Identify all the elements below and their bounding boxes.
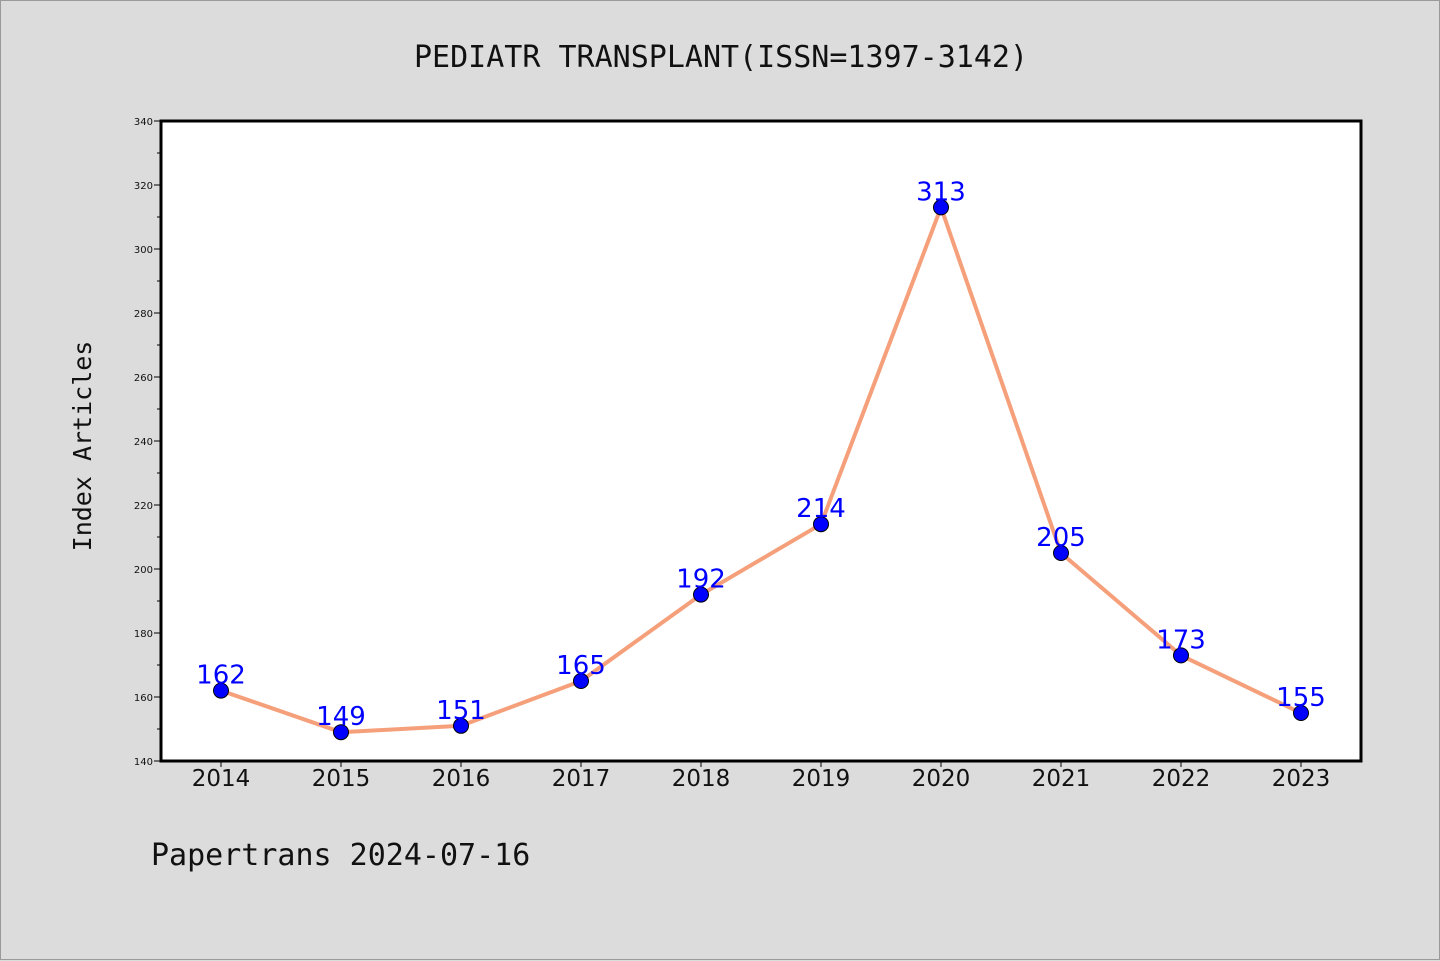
y-tick-label: 340 (134, 117, 153, 128)
y-tick-label: 260 (134, 373, 153, 384)
series-line (219, 205, 1303, 735)
data-point (1293, 705, 1309, 721)
data-point (573, 673, 589, 689)
data-label: 151 (436, 696, 486, 726)
x-axis: 2014 2015 2016 2017 2018 2019 2020 2021 2022 2023 (192, 761, 1331, 792)
data-point (693, 586, 709, 603)
y-tick-label: 240 (134, 437, 153, 448)
x-tick-label: 2022 (1152, 766, 1211, 792)
data-labels: 162 149 151 165 192 214 313 205 173 155 (196, 177, 1326, 732)
data-label: 214 (796, 494, 846, 524)
y-tick-label: 220 (134, 501, 153, 512)
data-point (1173, 647, 1189, 664)
x-tick-label: 2015 (312, 766, 371, 792)
y-tick-label: 200 (134, 565, 153, 576)
footer-text: Papertrans 2024-07-16 (151, 838, 530, 873)
x-tick-label: 2023 (1272, 766, 1331, 792)
x-tick-label: 2018 (672, 766, 731, 792)
y-tick-label: 280 (134, 309, 153, 320)
x-tick-label: 2014 (192, 766, 251, 792)
plot-border (159, 119, 1363, 763)
data-series (213, 199, 1309, 741)
x-tick-label: 2017 (552, 766, 611, 792)
x-tick-label: 2020 (912, 766, 971, 792)
data-point (213, 682, 229, 699)
data-point (813, 516, 829, 533)
data-point (933, 199, 949, 216)
data-label: 165 (556, 651, 606, 681)
y-tick-label: 320 (134, 181, 153, 192)
x-tick-label: 2016 (432, 766, 491, 792)
chart-title: PEDIATR TRANSPLANT(ISSN=1397-3142) (414, 40, 1028, 75)
data-point (453, 717, 469, 734)
data-label: 149 (316, 702, 366, 732)
data-label: 162 (196, 661, 246, 691)
x-tick-label: 2019 (792, 766, 851, 792)
y-axis: 140 160 180 200 220 240 260 280 300 320 340 (134, 117, 161, 768)
data-point (333, 724, 349, 741)
data-label: 313 (916, 177, 966, 207)
y-tick-label: 180 (134, 629, 153, 640)
data-point (1053, 545, 1069, 561)
y-axis-label: Index Articles (68, 341, 97, 552)
data-label: 205 (1036, 523, 1086, 553)
data-label: 192 (676, 565, 726, 595)
plot-area (161, 121, 1361, 761)
y-tick-label: 160 (134, 693, 153, 704)
y-tick-label: 140 (134, 757, 153, 768)
data-label: 155 (1276, 683, 1326, 713)
x-tick-label: 2021 (1032, 766, 1091, 792)
data-label: 173 (1156, 625, 1206, 655)
y-tick-label: 300 (134, 245, 153, 256)
